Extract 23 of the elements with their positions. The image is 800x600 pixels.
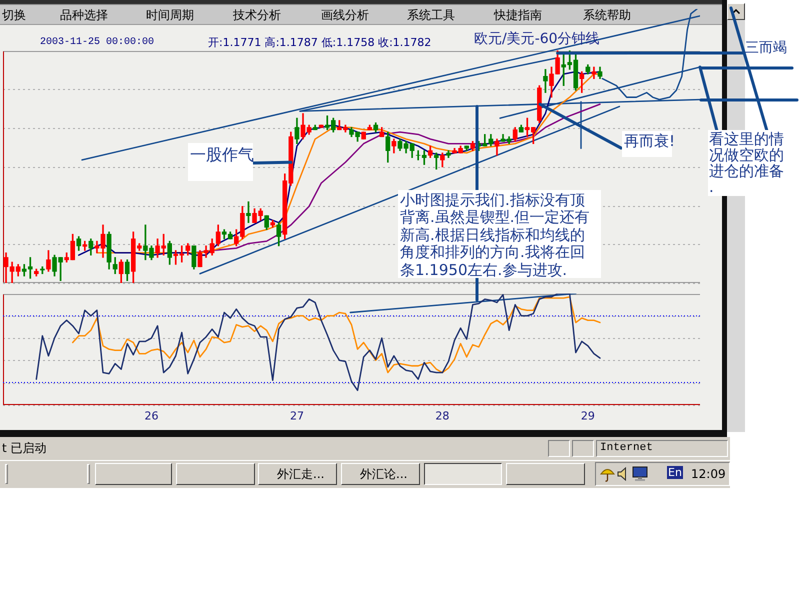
text: 外汇论... [360,467,408,482]
x-tick-label: 29 [580,409,595,422]
text: Internet [600,442,653,456]
text: 系统帮助 [583,8,631,22]
text: 快捷指南 [494,8,542,22]
x-tick-label: 27 [290,409,304,422]
text: 切换 [2,8,26,22]
text: 时间周期 [146,8,194,22]
annotation: 一股作气 [190,145,254,164]
annotation: 三而竭 [745,40,787,57]
text: 外汇走... [277,467,324,482]
text: En [667,466,683,480]
text: 品种选择 [60,8,108,22]
text: 画线分析 [321,8,369,22]
text: 开:1.1771 高:1.1787 低:1.1758 收:1.1782 [208,36,432,50]
x-tick-label: 26 [144,409,158,422]
text: 12:09 [691,467,726,482]
text: 系统工具 [407,8,455,22]
x-tick-label: 28 [435,409,450,422]
annotation: 再而衰! [624,132,676,150]
text: 2003-11-25 00:00:00 [40,37,154,49]
text: 技术分析 [233,8,281,22]
text: t 已启动 [2,441,47,456]
